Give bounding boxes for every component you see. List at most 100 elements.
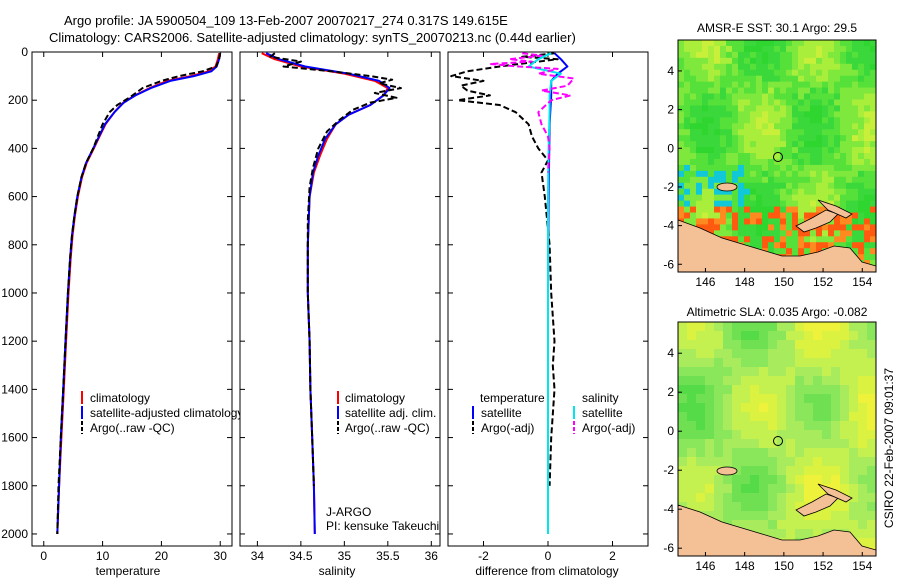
sst-cell bbox=[702, 153, 709, 160]
sla-cell bbox=[678, 349, 688, 359]
sst-cell bbox=[720, 141, 727, 148]
sla-cell bbox=[714, 376, 724, 386]
sst-cell bbox=[780, 105, 787, 112]
sla-cell bbox=[750, 376, 760, 386]
sst-cell bbox=[858, 141, 865, 148]
sst-cell bbox=[864, 218, 871, 225]
sst-cell bbox=[834, 99, 841, 106]
sla-cell bbox=[732, 376, 742, 386]
y-tick-label: 0 bbox=[21, 45, 28, 59]
sst-cell bbox=[816, 135, 823, 142]
sst-cell bbox=[780, 135, 787, 142]
sst-cell bbox=[696, 129, 703, 136]
sla-cell bbox=[687, 493, 697, 503]
sst-cell bbox=[858, 63, 865, 71]
sst-cell bbox=[798, 212, 805, 219]
sla-cell bbox=[714, 421, 724, 431]
sst-cell bbox=[852, 236, 859, 243]
sst-cell bbox=[708, 224, 715, 231]
sla-cell bbox=[822, 403, 832, 413]
sst-profile-marker bbox=[773, 152, 783, 162]
sla-cell bbox=[840, 385, 850, 395]
sst-cell bbox=[744, 158, 751, 166]
x-tick-label: -2 bbox=[478, 549, 489, 563]
sla-cell bbox=[867, 376, 876, 386]
sst-cell bbox=[864, 69, 871, 77]
sla-cell bbox=[714, 385, 724, 395]
sla-cell bbox=[822, 430, 832, 440]
sla-cell bbox=[813, 457, 823, 467]
sst-cell bbox=[828, 117, 835, 124]
sst-cell bbox=[858, 93, 865, 100]
sst-cell bbox=[858, 182, 865, 190]
difference-xlabel: difference from climatology bbox=[475, 564, 618, 578]
sla-cell bbox=[687, 394, 697, 404]
sst-cell bbox=[684, 75, 691, 83]
sla-cell bbox=[777, 349, 787, 359]
sst-cell bbox=[738, 105, 745, 112]
map-y-tick-label: -6 bbox=[663, 257, 674, 271]
sst-cell bbox=[780, 129, 787, 136]
sst-cell bbox=[858, 51, 865, 59]
sla-cell bbox=[867, 421, 876, 431]
sla-cell bbox=[750, 322, 760, 332]
sst-cell bbox=[714, 57, 721, 65]
sst-cell bbox=[864, 111, 871, 118]
sla-cell bbox=[777, 340, 787, 350]
sla-cell bbox=[786, 520, 796, 530]
sla-cell bbox=[777, 466, 787, 476]
sla-land-new-britain bbox=[795, 493, 839, 517]
sst-cell bbox=[708, 69, 715, 77]
sst-cell bbox=[828, 224, 835, 231]
sst-cell bbox=[684, 218, 691, 225]
sst-cell bbox=[828, 51, 835, 59]
sla-cell bbox=[840, 466, 850, 476]
sla-cell bbox=[687, 475, 697, 485]
sst-cell bbox=[786, 242, 793, 249]
sst-cell bbox=[816, 117, 823, 124]
sst-cell bbox=[768, 200, 775, 208]
sst-cell bbox=[804, 45, 811, 53]
sst-cell bbox=[744, 75, 751, 83]
sla-cell bbox=[732, 331, 742, 341]
sla-cell bbox=[795, 340, 805, 350]
sst-cell bbox=[786, 141, 793, 148]
sst-cell bbox=[678, 212, 685, 219]
sla-cell bbox=[813, 430, 823, 440]
sst-cell bbox=[834, 147, 841, 154]
sst-cell bbox=[726, 158, 733, 166]
sla-cell bbox=[858, 448, 868, 458]
sla-cell bbox=[714, 511, 724, 521]
sst-cell bbox=[768, 129, 775, 136]
sst-cell bbox=[870, 129, 876, 136]
sst-cell bbox=[834, 182, 841, 190]
sst-cell bbox=[864, 153, 871, 160]
sst-cell bbox=[846, 158, 853, 166]
sst-cell bbox=[834, 224, 841, 231]
sst-cell bbox=[702, 218, 709, 225]
sst-cell bbox=[816, 141, 823, 148]
sst-cell bbox=[798, 170, 805, 178]
sst-cell bbox=[732, 236, 739, 243]
sst-cell bbox=[786, 75, 793, 83]
sla-cell bbox=[741, 421, 751, 431]
sst-cell bbox=[702, 123, 709, 130]
sst-cell bbox=[726, 164, 733, 172]
sst-cell bbox=[720, 194, 727, 202]
sst-cell bbox=[810, 69, 817, 77]
sst-cell bbox=[864, 158, 871, 166]
sla-cell bbox=[714, 349, 724, 359]
sla-cell bbox=[804, 439, 814, 449]
sst-cell bbox=[840, 194, 847, 202]
sst-cell bbox=[708, 51, 715, 59]
sst-cell bbox=[810, 40, 817, 47]
sst-cell bbox=[684, 105, 691, 112]
sst-cell bbox=[750, 194, 757, 202]
sla-cell bbox=[840, 349, 850, 359]
sst-cell bbox=[834, 141, 841, 148]
sst-cell bbox=[822, 105, 829, 112]
sst-cell bbox=[768, 242, 775, 249]
sst-cell bbox=[804, 230, 811, 237]
sst-cell bbox=[774, 230, 781, 237]
sst-cell bbox=[750, 170, 757, 178]
